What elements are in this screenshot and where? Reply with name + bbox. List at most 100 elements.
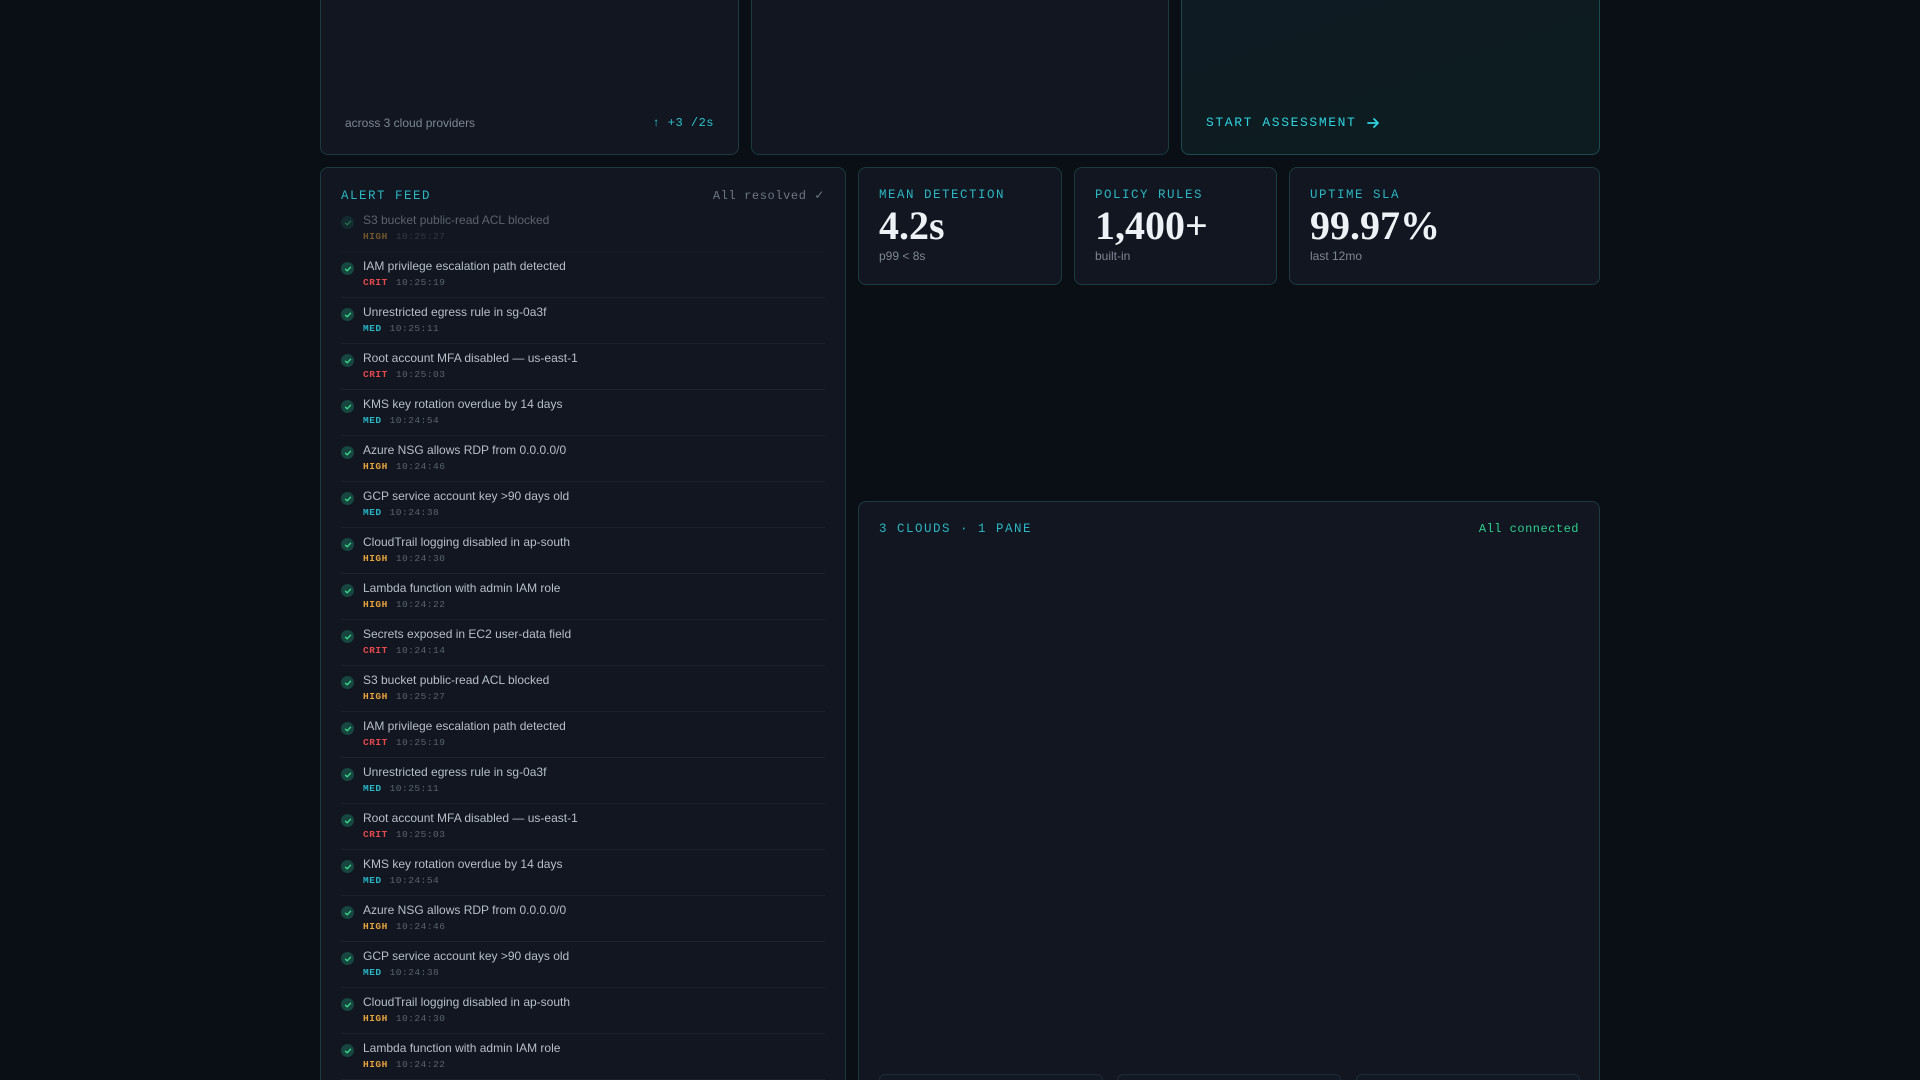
alert-timestamp: 10:24:30 — [395, 1013, 446, 1024]
coverage-delta: ↑ +3 /2s — [652, 116, 714, 130]
severity-badge: HIGH — [363, 231, 388, 242]
alert-item[interactable]: Root account MFA disabled — us-east-1 CRI… — [341, 804, 825, 850]
severity-badge: MED — [363, 415, 382, 426]
alert-item[interactable]: IAM privilege escalation path detected CR… — [341, 252, 825, 298]
alert-item[interactable]: IAM privilege escalation path detected CR… — [341, 712, 825, 758]
alert-timestamp: 10:25:03 — [395, 369, 446, 380]
check-circle-icon — [341, 1044, 354, 1057]
alert-timestamp: 10:25:11 — [389, 323, 440, 334]
check-circle-icon — [341, 446, 354, 459]
alert-title: GCP service account key >90 days old — [363, 949, 570, 963]
alert-timestamp: 10:24:54 — [389, 415, 440, 426]
alert-title: IAM privilege escalation path detected — [363, 259, 566, 273]
alert-item[interactable]: Azure NSG allows RDP from 0.0.0.0/0 HIGH 1… — [341, 896, 825, 942]
alert-timestamp: 10:24:22 — [395, 599, 446, 610]
check-circle-icon — [341, 308, 354, 321]
uptime-sla-card: UPTIME SLA 99.97% last 12mo — [1289, 167, 1600, 285]
check-circle-icon — [341, 538, 354, 551]
alert-timestamp: 10:25:19 — [395, 737, 446, 748]
mean-detection-sub: p99 < 8s — [879, 249, 926, 263]
severity-badge: HIGH — [363, 461, 388, 472]
alert-item[interactable]: CloudTrail logging disabled in ap-south H… — [341, 528, 825, 574]
policy-rules-value: 1,400+ — [1095, 203, 1208, 248]
alert-timestamp: 10:24:46 — [395, 921, 446, 932]
alert-item[interactable]: S3 bucket public-read ACL blocked HIGH 10:… — [341, 214, 825, 252]
alert-title: CloudTrail logging disabled in ap-south — [363, 535, 571, 549]
start-assessment-button[interactable]: START ASSESSMENT — [1206, 115, 1380, 130]
assessment-card: START ASSESSMENT — [1181, 0, 1600, 155]
mean-detection-value: 4.2s — [879, 203, 945, 248]
alert-title: KMS key rotation overdue by 14 days — [363, 397, 563, 411]
cloud-tile-1[interactable] — [879, 1074, 1103, 1080]
alert-item[interactable]: Root account MFA disabled — us-east-1 CRI… — [341, 344, 825, 390]
check-circle-icon — [341, 492, 354, 505]
check-circle-icon — [341, 768, 354, 781]
severity-badge: MED — [363, 875, 382, 886]
uptime-sla-value: 99.97% — [1310, 203, 1440, 248]
clouds-status: All connected — [1478, 522, 1579, 536]
alert-timestamp: 10:24:46 — [395, 461, 446, 472]
severity-badge: CRIT — [363, 277, 388, 288]
mean-detection-card: MEAN DETECTION 4.2s p99 < 8s — [858, 167, 1062, 285]
severity-badge: MED — [363, 507, 382, 518]
alert-timestamp: 10:25:19 — [395, 277, 446, 288]
severity-badge: MED — [363, 323, 382, 334]
policy-rules-card: POLICY RULES 1,400+ built-in — [1074, 167, 1277, 285]
severity-badge: CRIT — [363, 829, 388, 840]
alert-timestamp: 10:25:11 — [389, 783, 440, 794]
alert-feed-panel: ALERT FEED All resolved ✓ S3 bucket publ… — [320, 167, 846, 1080]
alert-item[interactable]: Lambda function with admin IAM role HIGH 1… — [341, 1034, 825, 1080]
severity-badge: CRIT — [363, 737, 388, 748]
alert-item[interactable]: S3 bucket public-read ACL blocked HIGH 10:… — [341, 666, 825, 712]
alert-title: CloudTrail logging disabled in ap-south — [363, 995, 571, 1009]
alert-feed-title: ALERT FEED — [341, 188, 432, 203]
severity-badge: MED — [363, 967, 382, 978]
alert-timestamp: 10:24:54 — [389, 875, 440, 886]
alert-timestamp: 10:24:30 — [395, 553, 446, 564]
alert-timestamp: 10:24:38 — [389, 507, 440, 518]
policy-rules-label: POLICY RULES — [1095, 188, 1204, 202]
check-circle-icon — [341, 630, 354, 643]
alert-item[interactable]: GCP service account key >90 days old MED 1… — [341, 942, 825, 988]
cloud-tile-2[interactable] — [1117, 1074, 1341, 1080]
alert-timestamp: 10:25:03 — [395, 829, 446, 840]
alert-title: Azure NSG allows RDP from 0.0.0.0/0 — [363, 903, 567, 917]
alert-timestamp: 10:24:22 — [395, 1059, 446, 1070]
alert-item[interactable]: Unrestricted egress rule in sg-0a3f MED 10… — [341, 758, 825, 804]
uptime-sla-sub: last 12mo — [1310, 249, 1363, 263]
check-circle-icon — [341, 814, 354, 827]
alert-title: Root account MFA disabled — us-east-1 — [363, 811, 578, 825]
check-circle-icon — [341, 216, 354, 229]
alert-item[interactable]: Azure NSG allows RDP from 0.0.0.0/0 HIGH 1… — [341, 436, 825, 482]
coverage-card: across 3 cloud providers ↑ +3 /2s — [320, 0, 739, 155]
alert-title: Lambda function with admin IAM role — [363, 1041, 561, 1055]
severity-badge: CRIT — [363, 645, 388, 656]
middle-top-card — [751, 0, 1169, 155]
alert-title: S3 bucket public-read ACL blocked — [363, 214, 550, 227]
severity-badge: HIGH — [363, 691, 388, 702]
severity-badge: MED — [363, 783, 382, 794]
alert-item[interactable]: GCP service account key >90 days old MED 1… — [341, 482, 825, 528]
alert-item[interactable]: CloudTrail logging disabled in ap-south H… — [341, 988, 825, 1034]
alert-title: Secrets exposed in EC2 user-data field — [363, 627, 572, 641]
severity-badge: CRIT — [363, 369, 388, 380]
coverage-subtitle: across 3 cloud providers — [345, 116, 476, 130]
check-circle-icon — [341, 952, 354, 965]
policy-rules-sub: built-in — [1095, 249, 1131, 263]
alert-item[interactable]: KMS key rotation overdue by 14 days MED 10… — [341, 390, 825, 436]
cloud-tile-3[interactable] — [1356, 1074, 1580, 1080]
alert-timestamp: 10:24:38 — [389, 967, 440, 978]
severity-badge: HIGH — [363, 921, 388, 932]
alert-item[interactable]: Unrestricted egress rule in sg-0a3f MED 10… — [341, 298, 825, 344]
alert-title: IAM privilege escalation path detected — [363, 719, 566, 733]
alert-item[interactable]: KMS key rotation overdue by 14 days MED 10… — [341, 850, 825, 896]
alert-title: Azure NSG allows RDP from 0.0.0.0/0 — [363, 443, 567, 457]
alert-feed-list[interactable]: S3 bucket public-read ACL blocked HIGH 10:… — [341, 214, 825, 1080]
alert-item[interactable]: Lambda function with admin IAM role HIGH 1… — [341, 574, 825, 620]
uptime-sla-label: UPTIME SLA — [1310, 188, 1401, 202]
alert-title: Unrestricted egress rule in sg-0a3f — [363, 765, 547, 779]
alert-title: GCP service account key >90 days old — [363, 489, 570, 503]
alert-title: Unrestricted egress rule in sg-0a3f — [363, 305, 547, 319]
alert-item[interactable]: Secrets exposed in EC2 user-data field CR… — [341, 620, 825, 666]
severity-badge: HIGH — [363, 599, 388, 610]
